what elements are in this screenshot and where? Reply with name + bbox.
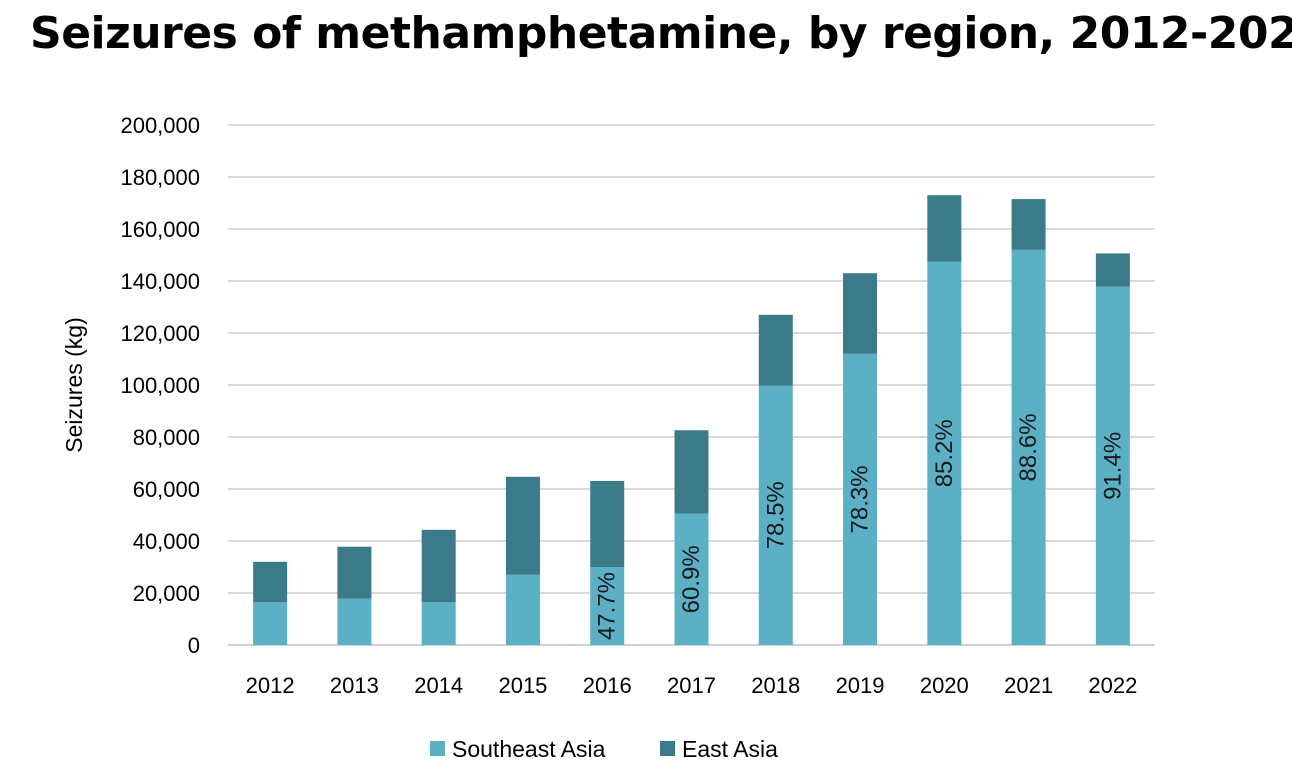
- bar-share-label: 78.5%: [762, 481, 789, 549]
- y-tick-label: 20,000: [133, 581, 200, 606]
- x-axis-ticks: 2012 2013 2014 2015 2016 2017 2018 2019 2020 2021…: [246, 673, 1138, 698]
- bar-southeast-asia-2018: [758, 385, 793, 645]
- bar-southeast-asia-2021: [1011, 249, 1046, 646]
- bar-east-asia-2017: [674, 430, 709, 514]
- y-tick-label: 180,000: [120, 165, 200, 190]
- y-tick-label: 140,000: [120, 269, 200, 294]
- bar-southeast-asia-2022: [1095, 286, 1130, 645]
- bar-east-asia-2019: [843, 273, 878, 354]
- bar-east-asia-2016: [590, 480, 625, 567]
- bar-east-asia-2014: [421, 529, 456, 603]
- bar-southeast-asia-2014: [421, 602, 456, 645]
- y-tick-label: 60,000: [133, 477, 200, 502]
- bar-southeast-asia-2016: [590, 567, 625, 645]
- y-axis-label: Seizures (kg): [61, 317, 87, 452]
- bar-share-label: 85.2%: [931, 419, 958, 487]
- legend: Southeast Asia East Asia: [430, 736, 778, 762]
- x-tick-label: 2012: [246, 673, 295, 698]
- x-tick-label: 2019: [836, 673, 885, 698]
- x-tick-label: 2014: [414, 673, 463, 698]
- bar-share-label: 91.4%: [1099, 432, 1126, 500]
- x-tick-label: 2021: [1004, 673, 1053, 698]
- x-tick-label: 2017: [667, 673, 716, 698]
- legend-swatch-east-asia: [660, 741, 675, 756]
- x-tick-label: 2016: [583, 673, 632, 698]
- bar-southeast-asia-2015: [505, 574, 540, 645]
- bar-east-asia-2018: [758, 314, 793, 386]
- bar-southeast-asia-2017: [674, 513, 709, 645]
- bars: [253, 195, 1130, 646]
- bar-labels: 47.7% 60.9% 78.5% 78.3% 85.2% 88.6% 91.4%: [594, 413, 1127, 640]
- bar-share-label: 78.3%: [847, 465, 874, 533]
- y-tick-label: 0: [188, 633, 200, 658]
- legend-label-east-asia: East Asia: [682, 736, 778, 762]
- x-tick-label: 2022: [1088, 673, 1137, 698]
- bar-east-asia-2013: [337, 546, 372, 599]
- bar-east-asia-2015: [505, 476, 540, 575]
- bar-southeast-asia-2020: [927, 261, 962, 645]
- y-tick-label: 160,000: [120, 217, 200, 242]
- bar-southeast-asia-2013: [337, 598, 372, 645]
- x-tick-label: 2013: [330, 673, 379, 698]
- bar-east-asia-2021: [1011, 199, 1046, 250]
- bar-east-asia-2022: [1095, 253, 1130, 287]
- y-tick-label: 100,000: [120, 373, 200, 398]
- x-tick-label: 2018: [751, 673, 800, 698]
- y-tick-label: 80,000: [133, 425, 200, 450]
- x-tick-label: 2015: [498, 673, 547, 698]
- legend-label-southeast-asia: Southeast Asia: [452, 736, 606, 762]
- legend-swatch-southeast-asia: [430, 741, 445, 756]
- bar-share-label: 60.9%: [678, 545, 705, 613]
- chart-title: Seizures of methamphetamine, by region, …: [30, 8, 1292, 59]
- y-tick-label: 120,000: [120, 321, 200, 346]
- y-tick-label: 200,000: [120, 113, 200, 138]
- bar-east-asia-2012: [253, 561, 288, 603]
- bar-share-label: 47.7%: [594, 572, 621, 640]
- y-axis-ticks: 0 20,000 40,000 60,000 80,000 100,000 120,000 1…: [120, 113, 200, 658]
- y-tick-label: 40,000: [133, 529, 200, 554]
- x-tick-label: 2020: [920, 673, 969, 698]
- bar-east-asia-2020: [927, 195, 962, 262]
- bar-southeast-asia-2019: [843, 353, 878, 645]
- bar-southeast-asia-2012: [253, 602, 288, 645]
- bar-share-label: 88.6%: [1015, 413, 1042, 481]
